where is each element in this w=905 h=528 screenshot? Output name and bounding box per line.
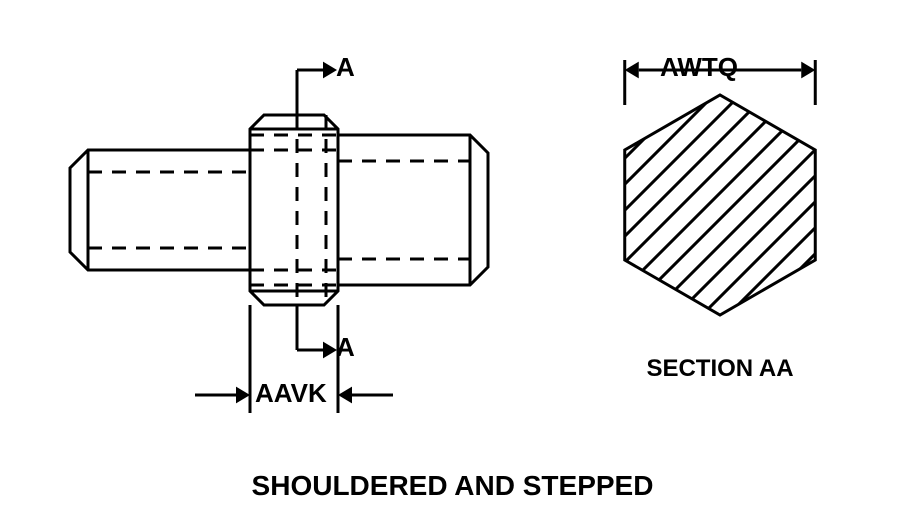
aavk-label: AAVK — [255, 378, 327, 409]
engineering-diagram — [0, 0, 905, 528]
a-top-label: A — [336, 52, 355, 83]
caption-shouldered-stepped: SHOULDERED AND STEPPED — [0, 470, 905, 502]
section-aa-label: SECTION AA — [620, 355, 820, 383]
a-bottom-label: A — [336, 332, 355, 363]
awtq-label: AWTQ — [660, 52, 738, 83]
